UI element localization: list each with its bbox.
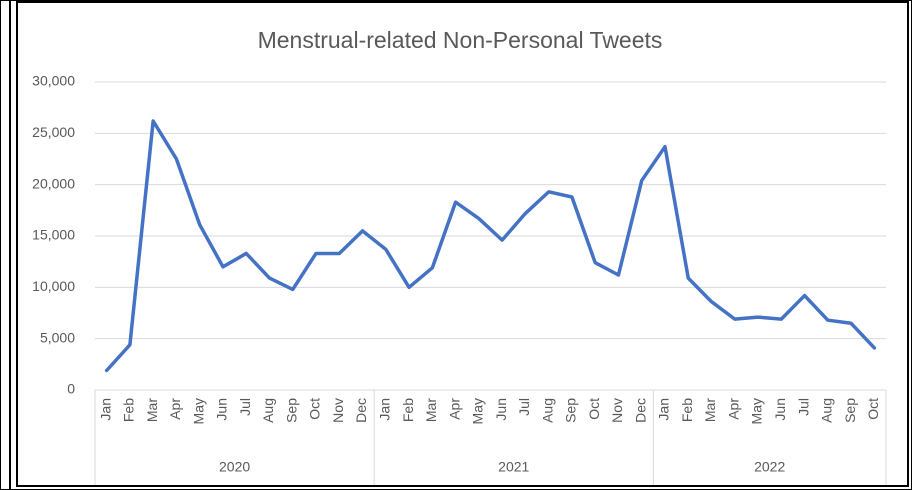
x-tick-label: Jan: [656, 398, 672, 421]
x-tick-label: Oct: [586, 398, 602, 420]
x-tick-label: Mar: [423, 398, 439, 422]
x-tick-label: Feb: [121, 398, 137, 422]
x-tick-label: Jun: [214, 398, 230, 421]
chart-title: Menstrual-related Non-Personal Tweets: [258, 27, 663, 53]
x-tick-label: Jul: [237, 398, 253, 416]
y-tick-label: 25,000: [32, 124, 75, 140]
x-tick-label: Mar: [702, 398, 718, 422]
x-tick-label: Aug: [539, 398, 555, 423]
x-tick-label: Dec: [353, 398, 369, 423]
x-tick-label: May: [470, 398, 486, 424]
x-tick-label: Jul: [795, 398, 811, 416]
x-tick-label: Nov: [330, 398, 346, 423]
x-tick-label: Jun: [772, 398, 788, 421]
x-tick-label: Dec: [632, 398, 648, 423]
x-tick-label: Aug: [260, 398, 276, 423]
x-tick-label: Sep: [563, 398, 579, 423]
x-tick-label: Nov: [609, 398, 625, 423]
y-tick-label: 0: [67, 381, 75, 397]
x-tick-label: May: [190, 398, 206, 424]
y-tick-label: 15,000: [32, 227, 75, 243]
year-label: 2020: [219, 459, 250, 475]
chart-frame: [16, 1, 909, 487]
year-label: 2021: [498, 459, 529, 475]
x-tick-label: Jun: [493, 398, 509, 421]
x-tick-label: Apr: [725, 398, 741, 420]
x-tick-label: Feb: [679, 398, 695, 422]
x-tick-label: Apr: [446, 398, 462, 420]
y-tick-label: 20,000: [32, 175, 75, 191]
y-tick-label: 5,000: [40, 329, 75, 345]
x-tick-label: Oct: [865, 398, 881, 420]
x-tick-label: Aug: [819, 398, 835, 423]
x-tick-label: Jan: [377, 398, 393, 421]
y-tick-label: 30,000: [32, 73, 75, 89]
x-tick-label: Apr: [167, 398, 183, 420]
x-tick-label: Sep: [842, 398, 858, 423]
x-tick-label: Jul: [516, 398, 532, 416]
line-series: [104, 119, 877, 373]
year-label: 2022: [754, 459, 785, 475]
x-tick-label: Feb: [400, 398, 416, 422]
x-tick-label: Oct: [307, 398, 323, 420]
x-tick-label: Sep: [283, 398, 299, 423]
x-tick-label: Jan: [97, 398, 113, 421]
x-tick-label: Mar: [144, 398, 160, 422]
y-tick-label: 10,000: [32, 278, 75, 294]
x-tick-label: May: [749, 398, 765, 424]
